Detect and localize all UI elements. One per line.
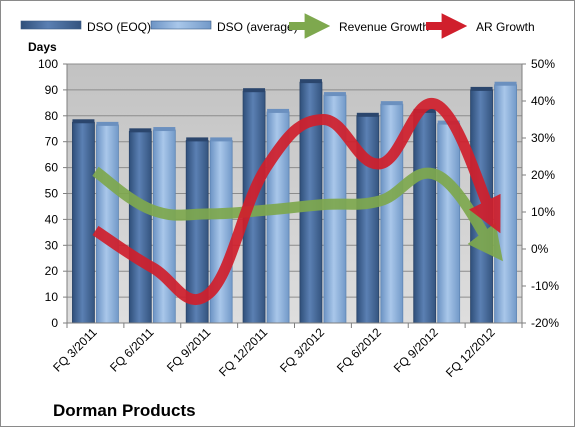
left-tick-label: 30 — [45, 238, 59, 252]
x-tick-label: FQ 9/2012 — [391, 325, 441, 375]
right-tick-label: 50% — [531, 57, 555, 71]
left-tick-label: 80 — [45, 109, 59, 123]
bar-dso-average- — [494, 84, 517, 324]
left-tick-label: 60 — [45, 161, 59, 175]
x-tick-label: FQ 6/2011 — [107, 325, 157, 375]
x-tick-label: FQ 12/2011 — [216, 325, 270, 379]
bar-cap — [494, 81, 517, 86]
x-tick-label: FQ 3/2011 — [50, 325, 100, 375]
bar-dso-average- — [152, 129, 176, 324]
left-tick-label: 10 — [45, 290, 59, 304]
bar-dso-eoq- — [413, 111, 437, 324]
right-tick-label: 20% — [531, 168, 555, 182]
right-tick-label: 10% — [531, 205, 555, 219]
x-tick-label: FQ 9/2011 — [164, 325, 214, 375]
revenue-growth-line — [92, 166, 503, 262]
left-tick-label: 40 — [45, 212, 59, 226]
left-tick-label: 100 — [38, 57, 58, 71]
chart-footer-title: Dorman Products — [53, 401, 196, 420]
left-tick-label: 70 — [45, 135, 59, 149]
left-tick-label: 90 — [45, 83, 59, 97]
x-tick-label: FQ 12/2012 — [443, 325, 498, 380]
bar-cap — [243, 88, 266, 93]
ar-growth-line — [92, 98, 501, 306]
legend-label: DSO (average) — [217, 20, 298, 34]
right-tick-label: 30% — [531, 131, 555, 145]
left-tick-label: 50 — [45, 187, 59, 201]
bar-cap — [96, 121, 119, 126]
bar-cap — [299, 79, 322, 84]
bar-dso-average- — [437, 123, 461, 324]
right-tick-label: -20% — [531, 316, 559, 330]
bar-cap — [72, 119, 95, 124]
bar-cap — [267, 108, 290, 113]
bar-cap — [129, 128, 152, 133]
bar-dso-average- — [96, 124, 119, 324]
left-tick-label: 0 — [51, 316, 58, 330]
bar-cap — [470, 86, 493, 91]
bar-dso-eoq- — [128, 130, 152, 324]
left-tick-label: 20 — [45, 264, 59, 278]
legend-label: Revenue Growth — [339, 20, 429, 34]
right-tick-label: -10% — [531, 279, 559, 293]
legend-swatch — [150, 20, 212, 30]
right-tick-label: 0% — [531, 242, 549, 256]
right-tick-label: 40% — [531, 94, 555, 108]
legend-label: AR Growth — [476, 20, 535, 34]
x-tick-label: FQ 6/2012 — [334, 325, 384, 375]
bar-cap — [210, 137, 233, 142]
legend: DSO (EOQ) DSO (average) Revenue Growth AR G… — [20, 13, 535, 39]
legend-label: DSO (EOQ) — [87, 20, 151, 34]
bar-series — [72, 79, 517, 324]
line-series — [92, 98, 503, 306]
bar-cap — [323, 92, 346, 97]
bar-cap — [356, 112, 379, 117]
legend-swatch — [20, 20, 82, 30]
bar-cap — [186, 137, 209, 142]
bar-dso-eoq- — [72, 121, 95, 324]
left-axis-title: Days — [28, 40, 57, 54]
bar-cap — [380, 101, 403, 106]
x-tick-label: FQ 3/2012 — [277, 325, 327, 375]
bar-cap — [153, 127, 176, 132]
